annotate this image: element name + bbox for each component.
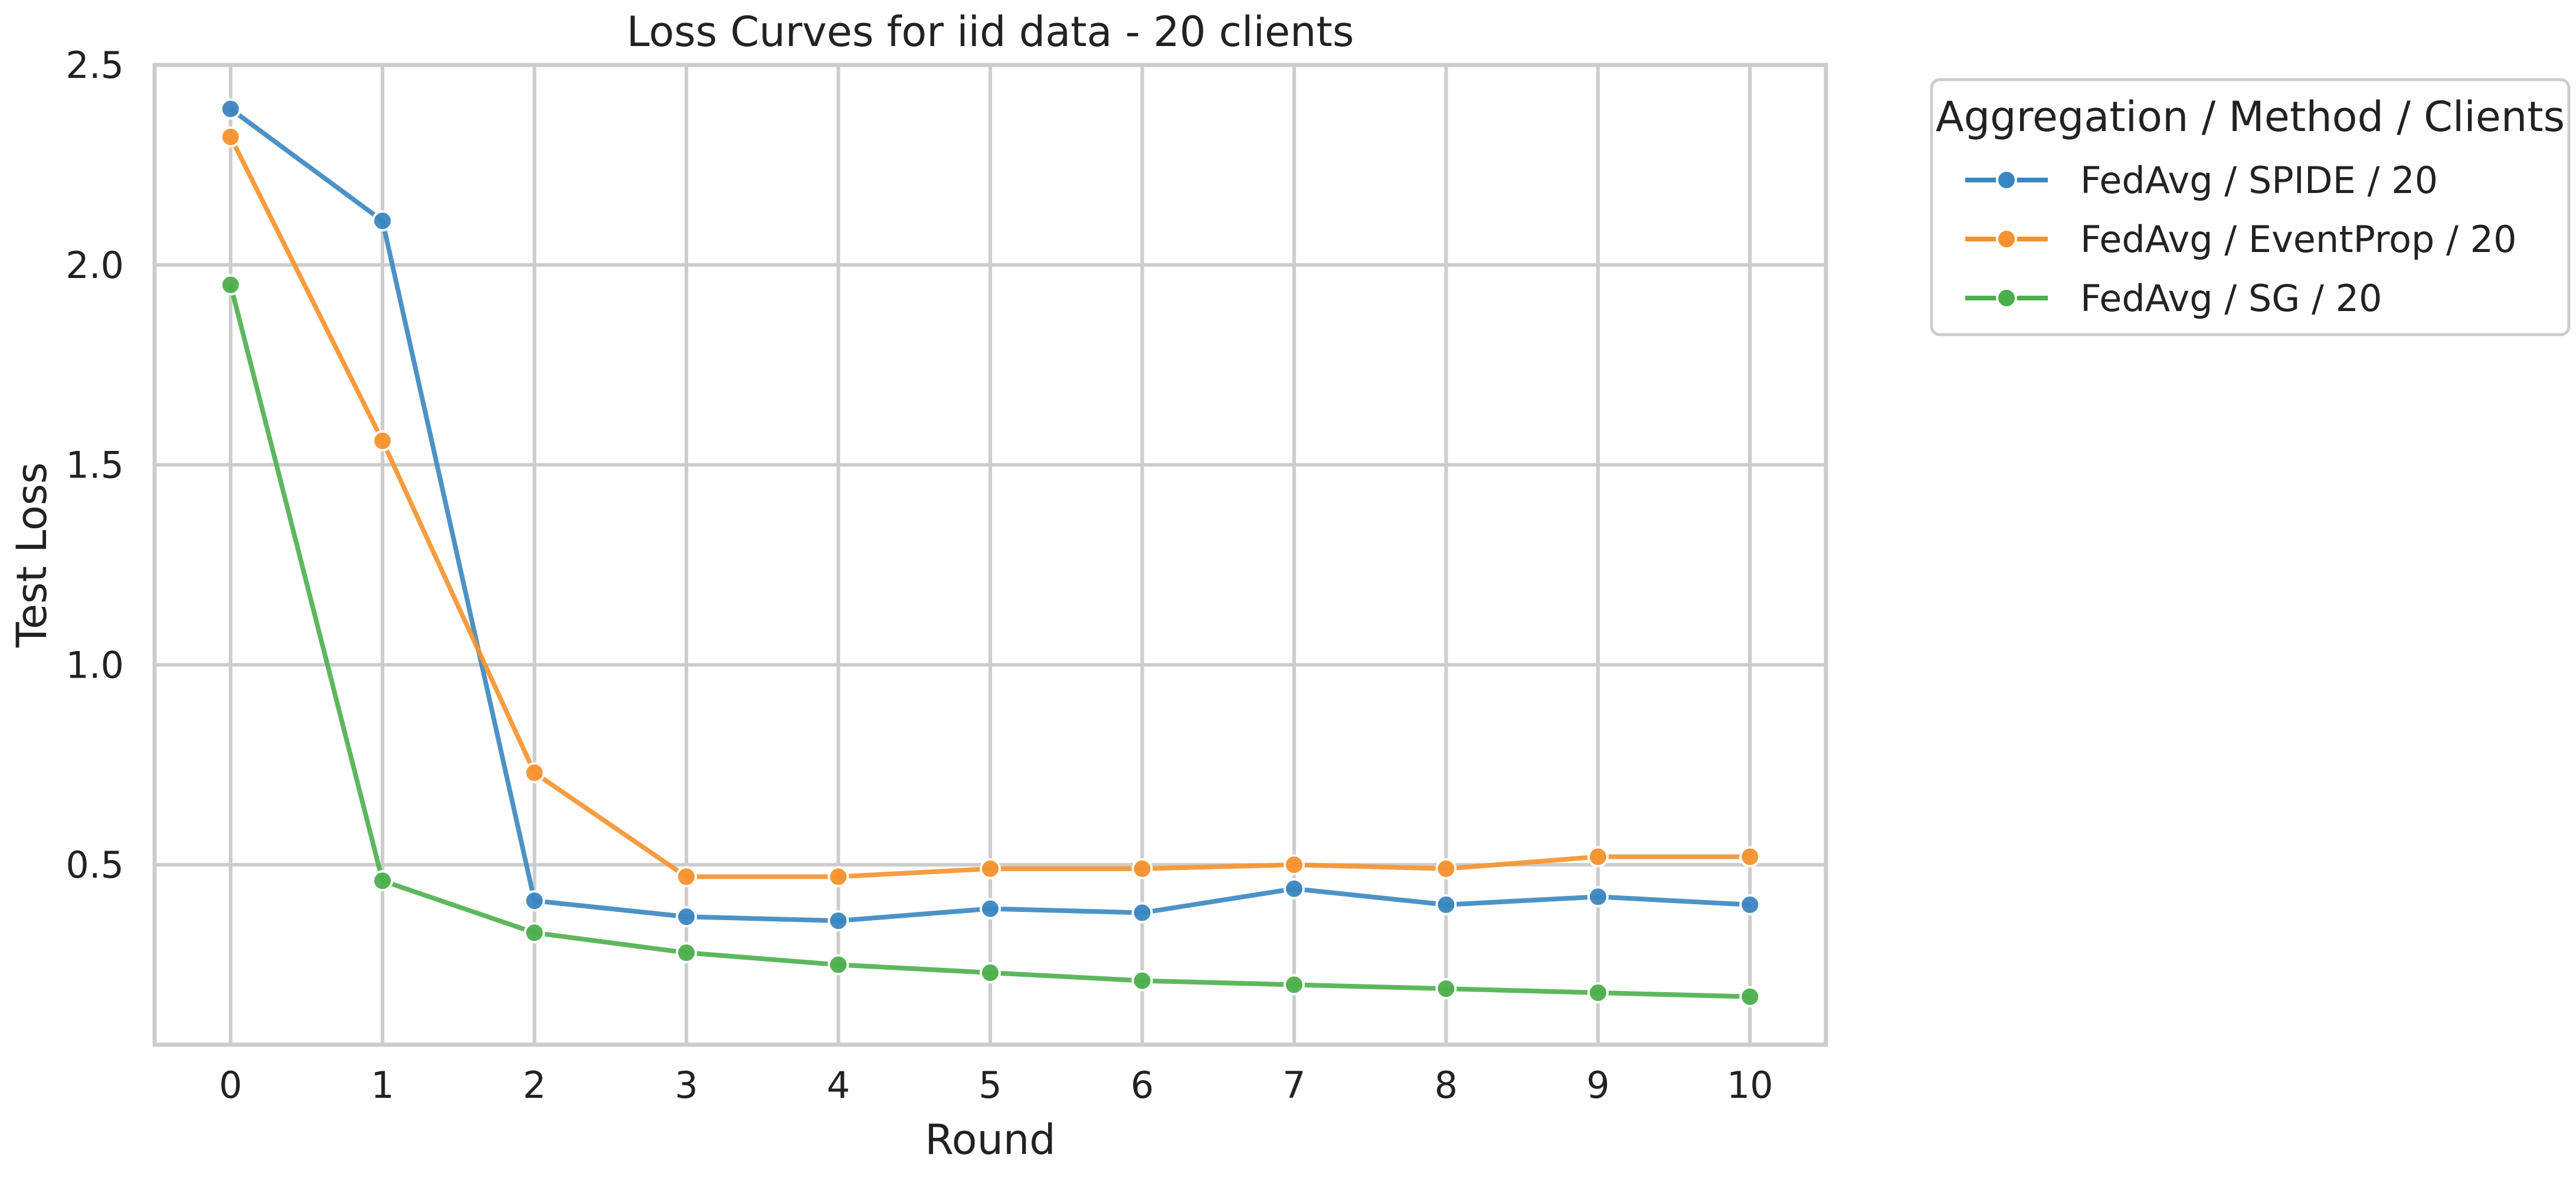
data-point bbox=[1587, 982, 1609, 1003]
axis-ticks: 0 1 2 3 4 5 6 7 8 9 10 0.5 1.0 1.5 2.0 2.5 bbox=[66, 44, 1773, 1107]
data-point bbox=[1435, 858, 1457, 879]
x-tick-label: 10 bbox=[1727, 1064, 1773, 1107]
x-tick-label: 2 bbox=[523, 1064, 546, 1107]
series-1 bbox=[220, 98, 1761, 931]
data-point bbox=[980, 962, 1001, 984]
grid-lines bbox=[155, 63, 1826, 1045]
data-point bbox=[523, 762, 545, 784]
x-tick-label: 3 bbox=[675, 1064, 698, 1107]
x-tick-label: 6 bbox=[1131, 1064, 1154, 1107]
data-point bbox=[1587, 886, 1609, 908]
x-tick-label: 1 bbox=[371, 1064, 394, 1107]
data-point bbox=[1739, 846, 1761, 868]
legend-entry: FedAvg / EventProp / 20 bbox=[1965, 218, 2516, 261]
x-tick-label: 0 bbox=[219, 1064, 242, 1107]
legend-marker bbox=[1996, 228, 2017, 250]
data-point bbox=[827, 954, 849, 976]
series-group bbox=[220, 98, 1761, 1008]
legend-entries: FedAvg / SPIDE / 20 FedAvg / EventProp / … bbox=[1965, 159, 2516, 320]
data-point bbox=[980, 898, 1001, 920]
chart-title: Loss Curves for iid data - 20 clients bbox=[627, 8, 1354, 56]
data-point bbox=[676, 906, 698, 928]
x-tick-label: 7 bbox=[1282, 1064, 1305, 1107]
y-tick-label: 2.0 bbox=[66, 244, 124, 287]
data-point bbox=[1739, 894, 1761, 915]
legend: Aggregation / Method / Clients FedAvg / … bbox=[1930, 78, 2571, 336]
data-point bbox=[1283, 974, 1305, 996]
data-point bbox=[220, 126, 241, 148]
data-point bbox=[827, 910, 849, 931]
x-tick-label: 4 bbox=[827, 1064, 850, 1107]
data-point bbox=[1283, 854, 1305, 876]
data-point bbox=[372, 210, 394, 232]
data-point bbox=[1587, 846, 1609, 868]
y-tick-label: 2.5 bbox=[66, 44, 124, 87]
data-point bbox=[523, 890, 545, 912]
data-point bbox=[372, 870, 394, 892]
data-point bbox=[980, 858, 1001, 879]
data-point bbox=[1739, 986, 1761, 1008]
series-2 bbox=[220, 126, 1761, 888]
legend-title: Aggregation / Method / Clients bbox=[1936, 93, 2565, 141]
legend-box bbox=[1930, 78, 2571, 336]
data-point bbox=[1283, 878, 1305, 900]
legend-entry: FedAvg / SG / 20 bbox=[1965, 277, 2382, 320]
data-point bbox=[676, 942, 698, 964]
y-tick-label: 0.5 bbox=[66, 843, 124, 887]
x-tick-label: 9 bbox=[1586, 1064, 1609, 1107]
x-tick-label: 8 bbox=[1435, 1064, 1458, 1107]
x-tick-label: 5 bbox=[978, 1064, 1001, 1107]
legend-label: FedAvg / SG / 20 bbox=[2080, 277, 2382, 320]
series-3 bbox=[220, 274, 1761, 1008]
legend-marker bbox=[1996, 287, 2017, 309]
plot-frame bbox=[152, 63, 1828, 1047]
data-point bbox=[676, 866, 698, 888]
data-point bbox=[1435, 894, 1457, 915]
legend-marker bbox=[1996, 169, 2017, 191]
legend-entry: FedAvg / SPIDE / 20 bbox=[1965, 159, 2438, 202]
data-point bbox=[1131, 902, 1153, 924]
data-point bbox=[1131, 970, 1153, 992]
data-point bbox=[1435, 978, 1457, 1000]
data-point bbox=[1131, 858, 1153, 879]
y-tick-label: 1.0 bbox=[66, 643, 124, 686]
legend-label: FedAvg / EventProp / 20 bbox=[2080, 218, 2516, 261]
legend-label: FedAvg / SPIDE / 20 bbox=[2080, 159, 2438, 202]
data-point bbox=[827, 866, 849, 888]
y-tick-label: 1.5 bbox=[66, 444, 124, 487]
data-point bbox=[372, 430, 394, 452]
x-axis-title: Round bbox=[925, 1116, 1055, 1164]
data-point bbox=[220, 274, 241, 296]
y-axis-title: Test Loss bbox=[8, 462, 56, 648]
data-point bbox=[220, 98, 241, 120]
data-point bbox=[523, 922, 545, 944]
